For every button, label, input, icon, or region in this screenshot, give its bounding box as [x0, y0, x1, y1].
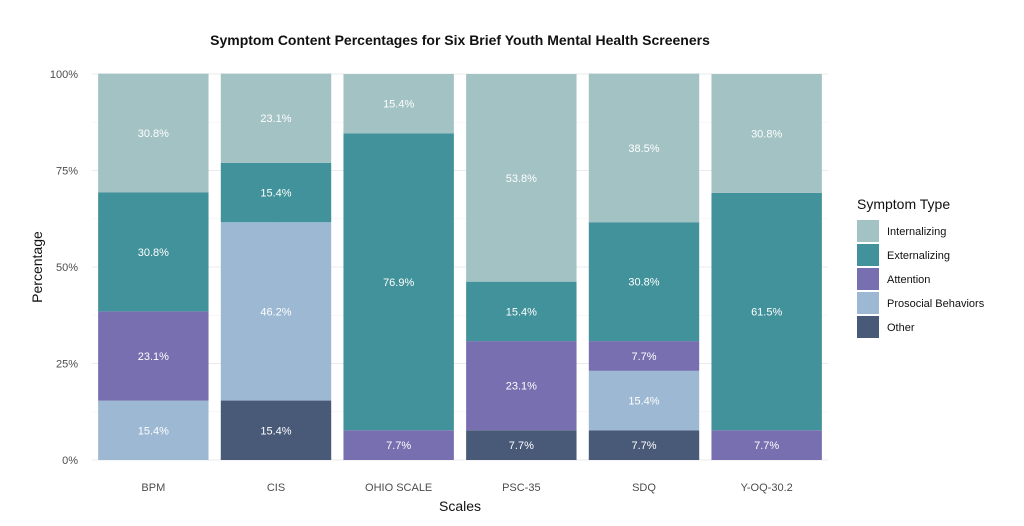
y-tick-label: 0% [62, 455, 78, 467]
bar-segment-attention [466, 341, 577, 431]
y-tick-label: 50% [56, 262, 78, 274]
y-tick-label: 100% [50, 69, 78, 81]
bar-segment-externalizing [711, 192, 822, 431]
bar-segment-externalizing [466, 281, 577, 342]
bar-segment-internalizing [711, 74, 822, 193]
data-label: 30.8% [138, 128, 169, 140]
data-label: 30.8% [628, 277, 659, 289]
x-tick-label: CIS [267, 482, 285, 494]
legend-swatch [857, 292, 879, 314]
legend-swatch [857, 268, 879, 290]
legend-label: Prosocial Behaviors [887, 298, 985, 310]
data-label: 23.1% [138, 351, 169, 363]
chart-title: Symptom Content Percentages for Six Brie… [210, 32, 710, 48]
bar-segment-externalizing [588, 222, 700, 342]
bar-segment-attention [588, 341, 700, 371]
data-label: 15.4% [383, 99, 414, 111]
x-tick-label: OHIO SCALE [365, 482, 432, 494]
data-label: 30.8% [138, 247, 169, 259]
legend-label: Attention [887, 274, 930, 286]
x-tick-label: SDQ [632, 482, 656, 494]
data-labels: 15.4% 23.1% 30.8% 30.8% 15.4% 46.2% 15.4% 23.1%… [138, 99, 783, 452]
bar-segment-internalizing [343, 74, 454, 134]
legend-title: Symptom Type [857, 196, 950, 212]
bar-segment-externalizing [98, 192, 209, 312]
data-label: 15.4% [260, 188, 291, 200]
legend: Symptom Type Internalizing Externalizing A… [857, 196, 985, 338]
x-tick-label: BPM [141, 482, 165, 494]
x-axis-ticks: BPM CIS OHIO SCALE PSC-35 SDQ Y-OQ-30.2 [141, 482, 792, 494]
data-label: 53.8% [506, 173, 537, 185]
bar-segment-externalizing [220, 162, 332, 223]
data-label: 30.8% [751, 128, 782, 140]
bar-segment-internalizing [220, 73, 332, 163]
data-label: 61.5% [751, 307, 782, 319]
data-label: 15.4% [628, 396, 659, 408]
data-label: 7.7% [631, 351, 656, 363]
x-tick-label: Y-OQ-30.2 [741, 482, 793, 494]
x-tick-label: PSC-35 [502, 482, 541, 494]
x-axis-title: Scales [439, 498, 481, 514]
data-label: 7.7% [386, 440, 411, 452]
bar-segment-attention [98, 311, 209, 401]
legend-swatch [857, 220, 879, 242]
data-label: 7.7% [509, 440, 534, 452]
bar-segment-attention [343, 430, 454, 460]
data-label: 15.4% [260, 425, 291, 437]
bar-segment-externalizing [343, 133, 454, 431]
data-label: 76.9% [383, 277, 414, 289]
legend-label: Externalizing [887, 250, 950, 262]
data-label: 15.4% [138, 425, 169, 437]
bar-segment-internalizing [588, 73, 700, 223]
data-label: 7.7% [754, 440, 779, 452]
bar-segment-internalizing [98, 73, 209, 193]
bar-segment-internalizing [466, 74, 577, 282]
data-label: 23.1% [506, 381, 537, 393]
bar-segment-prosocial-behaviors [98, 400, 209, 460]
bar-segment-other [220, 400, 332, 460]
legend-swatch [857, 244, 879, 266]
bars [98, 73, 822, 460]
bar-segment-other [588, 430, 700, 460]
bar-segment-prosocial-behaviors [220, 222, 332, 401]
y-tick-label: 75% [56, 166, 78, 178]
data-label: 7.7% [631, 440, 656, 452]
legend-items: Internalizing Externalizing Attention Proso… [857, 220, 985, 338]
y-axis-ticks: 0% 25% 50% 75% 100% [50, 69, 78, 467]
legend-label: Other [887, 322, 915, 334]
data-label: 38.5% [628, 143, 659, 155]
data-label: 15.4% [506, 306, 537, 318]
bar-segment-prosocial-behaviors [588, 370, 700, 431]
y-tick-label: 25% [56, 359, 78, 371]
data-label: 23.1% [260, 113, 291, 125]
bar-segment-attention [711, 430, 822, 460]
data-label: 46.2% [260, 306, 291, 318]
y-axis-title: Percentage [29, 231, 45, 303]
bar-segment-other [466, 430, 577, 460]
legend-swatch [857, 316, 879, 338]
legend-label: Internalizing [887, 226, 946, 238]
